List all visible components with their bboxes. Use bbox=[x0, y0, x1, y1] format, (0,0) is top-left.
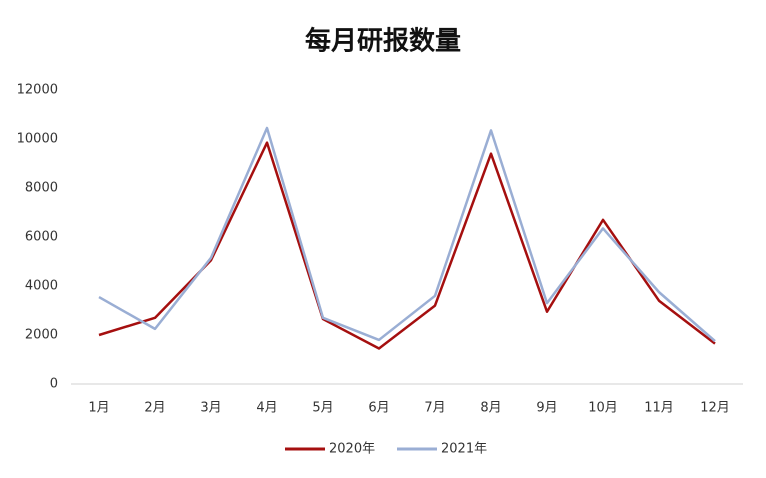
series-line bbox=[98, 126, 716, 343]
y-tick-label: 10000 bbox=[17, 132, 58, 147]
y-tick-label: 2000 bbox=[25, 328, 58, 343]
x-tick-label: 3月 bbox=[200, 401, 221, 416]
x-tick-label: 10月 bbox=[588, 401, 618, 416]
chart-title: 每月研报数量 bbox=[305, 26, 461, 57]
legend-label: 2021年 bbox=[441, 442, 487, 457]
y-tick-label: 6000 bbox=[25, 230, 58, 245]
y-tick-label: 12000 bbox=[17, 83, 58, 98]
y-tick-label: 0 bbox=[50, 377, 58, 392]
x-tick-label: 2月 bbox=[144, 401, 165, 416]
y-tick-label: 8000 bbox=[25, 181, 58, 196]
x-tick-label: 4月 bbox=[256, 401, 277, 416]
x-tick-label: 7月 bbox=[424, 401, 445, 416]
x-tick-label: 9月 bbox=[536, 401, 557, 416]
x-tick-label: 12月 bbox=[700, 401, 730, 416]
x-tick-label: 11月 bbox=[644, 401, 674, 416]
x-tick-label: 1月 bbox=[88, 401, 109, 416]
x-tick-label: 8月 bbox=[480, 401, 501, 416]
legend-label: 2020年 bbox=[329, 442, 375, 457]
x-tick-label: 6月 bbox=[368, 401, 389, 416]
x-tick-label: 5月 bbox=[312, 401, 333, 416]
y-tick-label: 4000 bbox=[25, 279, 58, 294]
